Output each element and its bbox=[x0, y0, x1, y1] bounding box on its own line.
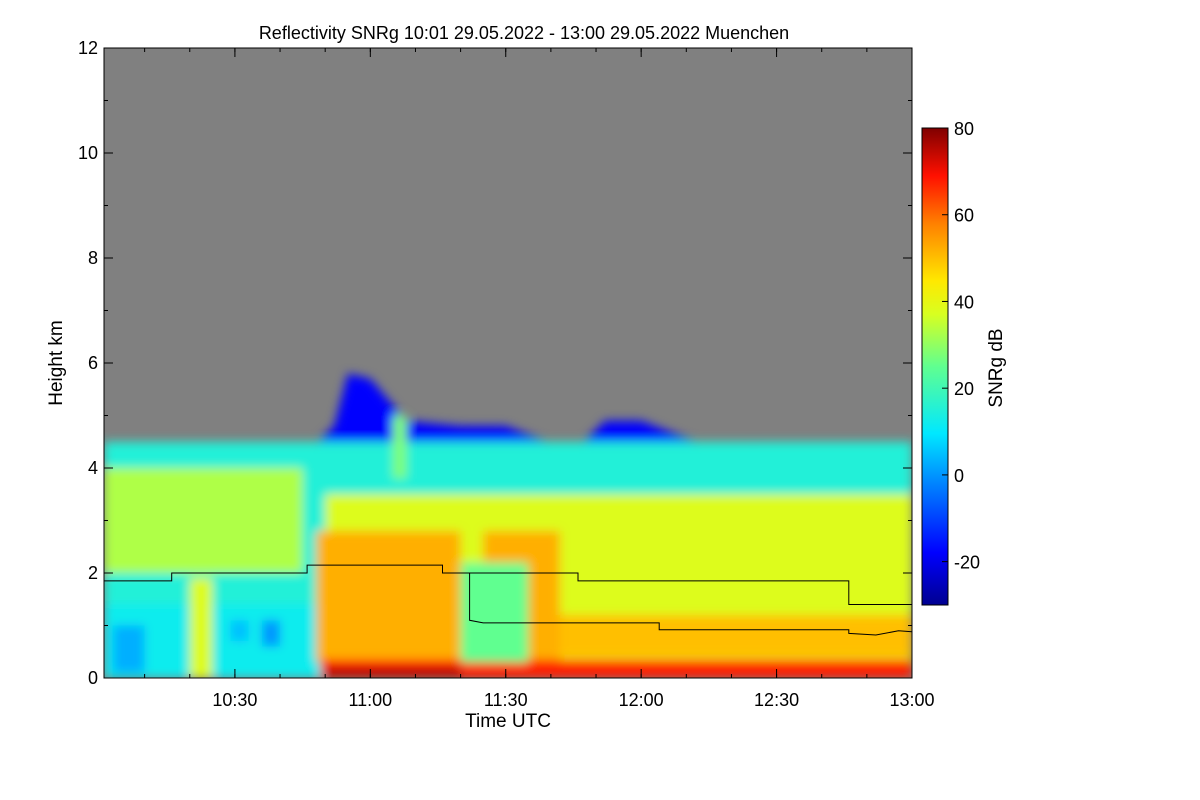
x-tick-label: 11:00 bbox=[348, 690, 392, 710]
echo-region-5 bbox=[316, 531, 461, 663]
x-axis: 10:30 11:00 11:30 12:00 12:30 13:00 bbox=[144, 48, 935, 710]
y-tick-label: 10 bbox=[78, 143, 98, 163]
colorbar-tick-label: -20 bbox=[954, 553, 980, 573]
colorbar-tick-label: 80 bbox=[954, 119, 974, 139]
echo-region-12 bbox=[230, 620, 249, 642]
echo-regions bbox=[104, 373, 912, 678]
echo-region-14 bbox=[392, 415, 407, 479]
colorbar-label: SNRg dB bbox=[986, 328, 1007, 407]
boundary-line-2 bbox=[469, 573, 912, 636]
echo-region-3 bbox=[189, 578, 213, 678]
echo-region-9 bbox=[325, 667, 461, 678]
y-axis-label: Height km bbox=[46, 320, 67, 406]
y-axis: 0 2 4 6 8 10 12 bbox=[78, 38, 912, 688]
y-tick-label: 0 bbox=[88, 668, 98, 688]
colorbar-tick-label: 20 bbox=[954, 379, 974, 399]
x-tick-label: 10:30 bbox=[212, 690, 257, 710]
boundary-lines bbox=[104, 564, 912, 636]
echo-region-1 bbox=[104, 468, 303, 573]
y-tick-label: 4 bbox=[88, 458, 98, 478]
colorbar-tick-label: 40 bbox=[954, 292, 974, 312]
boundary-line-1 bbox=[104, 564, 912, 605]
colorbar: -20 0 20 40 60 80 SNRg dB bbox=[921, 119, 1007, 606]
colorbar-tick-label: 0 bbox=[954, 466, 964, 486]
echo-region-10 bbox=[460, 562, 529, 663]
x-axis-label: Time UTC bbox=[465, 711, 551, 732]
x-tick-label: 12:00 bbox=[619, 690, 664, 710]
colorbar-gradient bbox=[921, 127, 949, 606]
x-tick-label: 12:30 bbox=[754, 690, 799, 710]
y-tick-label: 6 bbox=[88, 353, 98, 373]
x-tick-label: 13:00 bbox=[889, 690, 934, 710]
colorbar-tick-label: 60 bbox=[954, 206, 974, 226]
echo-region-13 bbox=[261, 620, 281, 647]
echo-region-8 bbox=[320, 659, 912, 678]
chart-title: Reflectivity SNRg 10:01 29.05.2022 - 13:… bbox=[259, 23, 789, 43]
x-tick-label: 11:30 bbox=[484, 690, 528, 710]
colorbar-ticks: -20 0 20 40 60 80 bbox=[942, 119, 980, 573]
y-tick-label: 2 bbox=[88, 563, 98, 583]
plot-area bbox=[104, 48, 912, 678]
y-tick-label: 12 bbox=[78, 38, 98, 58]
y-tick-label: 8 bbox=[88, 248, 98, 268]
echo-region-11 bbox=[113, 625, 145, 673]
echo-region-7 bbox=[559, 615, 912, 657]
